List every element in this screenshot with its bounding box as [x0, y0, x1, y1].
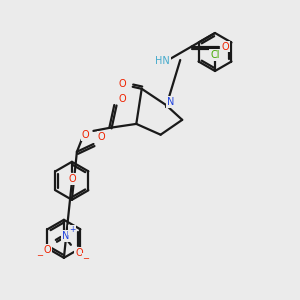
Text: −: − [82, 254, 89, 263]
Text: O: O [98, 132, 105, 142]
Text: O: O [68, 174, 76, 184]
Text: N: N [167, 97, 175, 107]
Text: O: O [119, 79, 127, 89]
Text: O: O [43, 245, 51, 255]
Text: O: O [75, 248, 83, 258]
Text: −: − [36, 251, 43, 260]
Text: O: O [82, 130, 89, 140]
Text: +: + [69, 225, 75, 234]
Text: O: O [222, 41, 230, 52]
Text: Cl: Cl [210, 50, 220, 60]
Text: O: O [118, 94, 126, 104]
Text: N: N [62, 231, 70, 241]
Text: HN: HN [155, 56, 170, 66]
